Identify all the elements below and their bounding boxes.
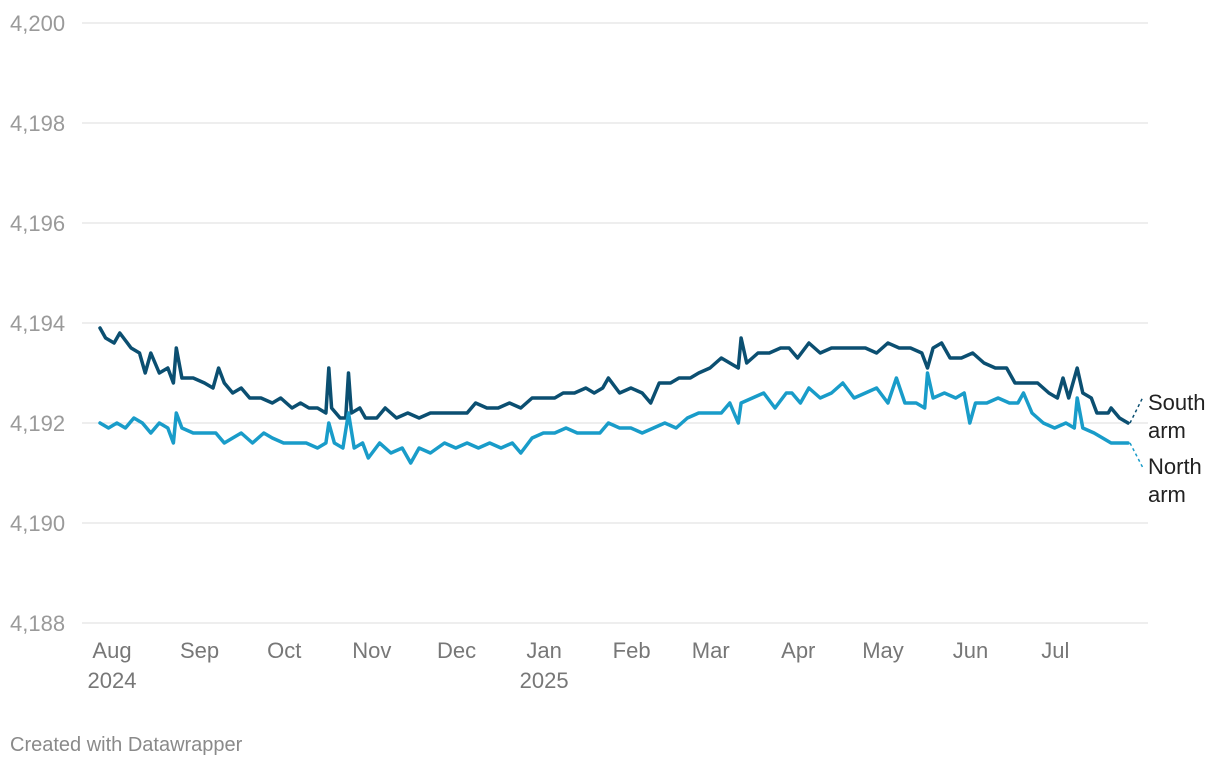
x-tick-label: Nov: [352, 638, 391, 663]
x-tick-label: Apr: [781, 638, 815, 663]
line-chart: 4,200 4,198 4,196 4,194 4,192 4,190 4,188 Aug 20…: [10, 11, 1206, 693]
x-tick-label: Oct: [267, 638, 301, 663]
x-tick-label: Feb: [613, 638, 651, 663]
x-tick-label: Jan: [526, 638, 561, 663]
x-tick-label: Mar: [692, 638, 730, 663]
y-tick-label: 4,200: [10, 11, 65, 36]
y-tick-label: 4,196: [10, 211, 65, 236]
series-label: arm: [1148, 418, 1186, 443]
series-line: [98, 371, 1130, 465]
y-tick-label: 4,194: [10, 311, 65, 336]
y-tick-label: 4,192: [10, 411, 65, 436]
x-tick-year-label: 2025: [520, 668, 569, 693]
x-tick-label: Jun: [953, 638, 988, 663]
y-tick-label: 4,198: [10, 111, 65, 136]
series-label: South: [1148, 390, 1206, 415]
x-tick-year-label: 2024: [88, 668, 137, 693]
x-tick-label: May: [862, 638, 904, 663]
y-tick-label: 4,188: [10, 611, 65, 636]
x-tick-label: Aug: [92, 638, 131, 663]
x-tick-label: Dec: [437, 638, 476, 663]
y-tick-label: 4,190: [10, 511, 65, 536]
series-label: North: [1148, 454, 1202, 479]
credit-text: Created with Datawrapper: [10, 734, 243, 756]
series-label-leader: [1129, 442, 1144, 469]
series-line: [98, 326, 1130, 425]
series-label: arm: [1148, 482, 1186, 507]
x-tick-label: Sep: [180, 638, 219, 663]
series-label-leader: [1129, 396, 1144, 424]
x-tick-label: Jul: [1041, 638, 1069, 663]
